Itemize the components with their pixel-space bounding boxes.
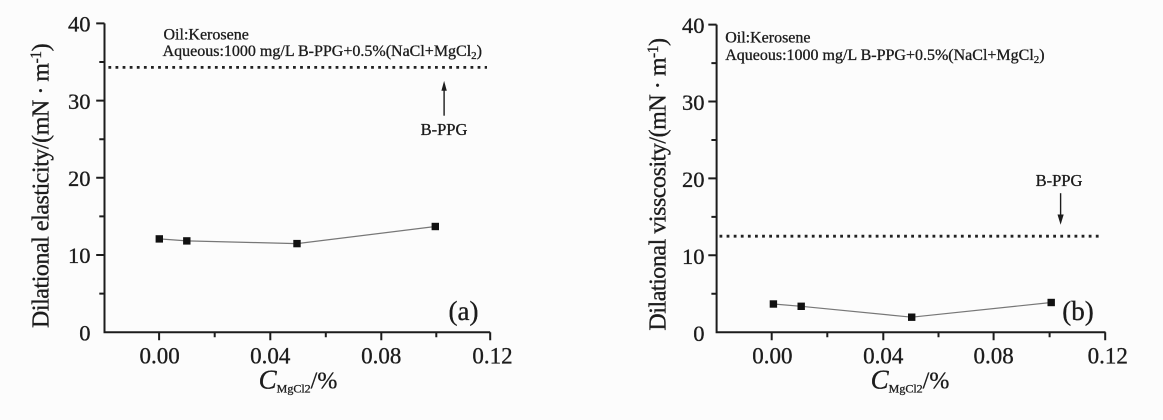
svg-text:0.00: 0.00 xyxy=(752,344,792,369)
svg-text:0.00: 0.00 xyxy=(139,344,179,369)
svg-text:Oil:Kerosene: Oil:Kerosene xyxy=(725,30,810,47)
svg-text:0.04: 0.04 xyxy=(250,344,291,369)
svg-text:Oil:Kerosene: Oil:Kerosene xyxy=(164,27,249,44)
svg-text:40: 40 xyxy=(682,13,705,38)
svg-text:30: 30 xyxy=(68,89,91,114)
svg-text:Aqueous:1000 mg/L B-PPG+0.5%(N: Aqueous:1000 mg/L B-PPG+0.5%(NaCl+MgCl2) xyxy=(725,47,1044,66)
svg-text:CMgCl2/%: CMgCl2/% xyxy=(871,364,950,395)
svg-text:CMgCl2/%: CMgCl2/% xyxy=(259,364,338,395)
svg-text:Aqueous:1000 mg/L B-PPG+0.5%(N: Aqueous:1000 mg/L B-PPG+0.5%(NaCl+MgCl2) xyxy=(163,43,482,62)
svg-text:0.12: 0.12 xyxy=(472,344,512,369)
svg-text:B-PPG: B-PPG xyxy=(1036,171,1083,190)
svg-text:Dilational elasticity/(mN · m-: Dilational elasticity/(mN · m-1) xyxy=(28,44,54,328)
svg-text:(b): (b) xyxy=(1062,296,1093,326)
svg-text:(a): (a) xyxy=(449,296,479,326)
svg-text:0.08: 0.08 xyxy=(361,344,401,369)
svg-text:20: 20 xyxy=(68,166,91,191)
svg-text:10: 10 xyxy=(682,244,705,269)
svg-text:Dilational visscosity/(mN · m-: Dilational visscosity/(mN · m-1) xyxy=(645,38,671,330)
svg-text:0.12: 0.12 xyxy=(1088,344,1128,369)
svg-text:10: 10 xyxy=(68,243,91,268)
svg-text:20: 20 xyxy=(682,167,705,192)
svg-text:B-PPG: B-PPG xyxy=(421,120,468,139)
svg-text:0: 0 xyxy=(693,321,704,346)
svg-text:0: 0 xyxy=(79,320,90,345)
svg-text:30: 30 xyxy=(682,90,705,115)
svg-text:40: 40 xyxy=(68,12,91,37)
svg-text:0.08: 0.08 xyxy=(973,344,1013,369)
svg-text:0.04: 0.04 xyxy=(863,344,904,369)
